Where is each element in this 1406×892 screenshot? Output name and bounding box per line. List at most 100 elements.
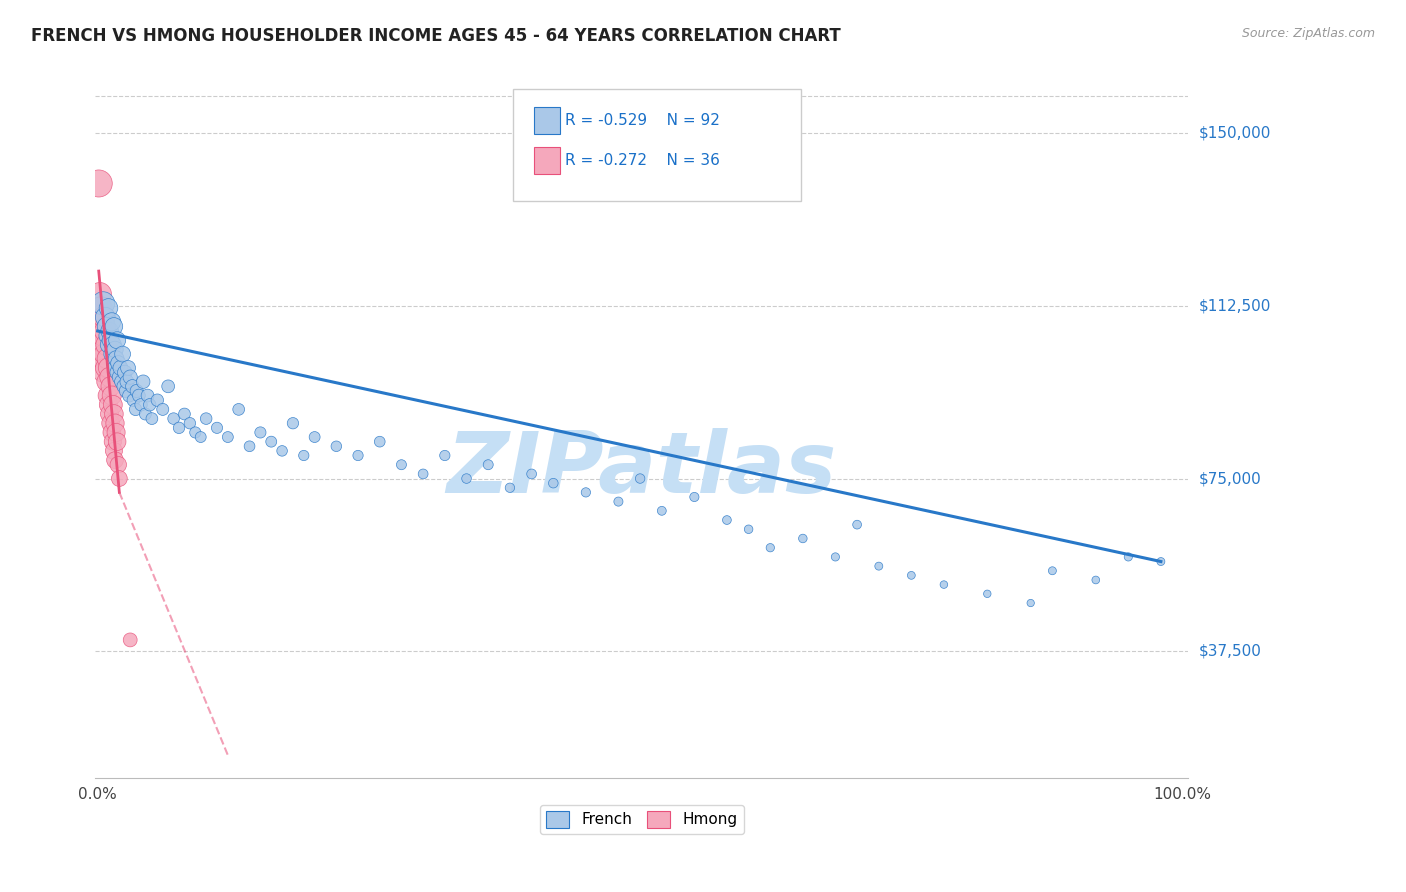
Point [134,407,156,421]
Text: $112,500: $112,500 [1199,298,1271,313]
Point [91,315,114,329]
Text: R = -0.272    N = 36: R = -0.272 N = 36 [565,153,720,168]
Point [91,351,114,366]
Point [433,449,456,463]
Point [477,458,499,472]
Point [105,425,128,440]
Point [104,453,127,467]
Point [190,430,212,444]
Point [110,375,132,389]
Point [107,356,129,370]
Point [249,425,271,440]
Point [205,421,228,435]
Point [499,481,522,495]
Point [122,393,145,408]
Point [87,177,110,191]
Point [412,467,434,481]
Point [97,338,120,352]
Point [93,310,115,325]
Point [117,360,139,375]
Point [124,402,146,417]
Point [932,577,955,591]
Point [100,388,122,402]
Point [104,343,127,357]
Point [100,425,122,440]
Point [118,388,141,402]
Point [96,338,118,352]
Point [195,411,218,425]
Point [260,434,283,449]
Point [146,393,169,408]
Point [94,360,117,375]
Point [111,347,134,361]
Point [115,384,138,398]
Point [228,402,250,417]
Point [900,568,922,582]
Point [97,301,120,315]
Point [107,458,129,472]
Point [89,287,111,301]
Point [91,328,114,343]
Point [129,398,152,412]
Point [98,324,121,338]
Point [108,370,131,384]
Point [976,587,998,601]
Point [91,296,114,310]
Point [108,471,131,485]
Text: R = -0.529    N = 92: R = -0.529 N = 92 [565,113,720,128]
Point [128,388,150,402]
Point [105,434,128,449]
Point [292,449,315,463]
Point [97,360,120,375]
Point [238,439,260,453]
Point [121,379,143,393]
Point [96,319,118,334]
Point [101,398,124,412]
Point [138,398,160,412]
Point [100,315,122,329]
Point [105,366,128,380]
Point [114,366,136,380]
Point [96,351,118,366]
Point [94,310,117,325]
Point [759,541,782,555]
Point [152,402,174,417]
Point [217,430,239,444]
Point [716,513,738,527]
Point [96,328,118,343]
Point [368,434,391,449]
Text: $75,000: $75,000 [1199,471,1261,486]
Point [98,407,121,421]
Text: Source: ZipAtlas.com: Source: ZipAtlas.com [1241,27,1375,40]
Point [651,504,673,518]
Point [1040,564,1063,578]
Text: ZIPatlas: ZIPatlas [447,428,837,511]
Point [101,434,124,449]
Point [103,356,125,370]
Point [281,416,304,430]
Point [456,471,478,485]
Point [89,319,111,334]
Legend: French, Hmong: French, Hmong [540,805,744,834]
Point [100,333,122,347]
Point [520,467,543,481]
Point [607,494,630,508]
Point [101,338,124,352]
Point [792,532,814,546]
Point [824,549,846,564]
Point [120,370,142,384]
Point [1118,549,1140,564]
Point [125,384,148,398]
Point [1150,555,1173,569]
Point [104,416,127,430]
Point [91,366,114,380]
Point [173,407,195,421]
Point [347,449,370,463]
Point [120,632,142,647]
Point [141,411,163,425]
Point [100,379,122,393]
Text: $150,000: $150,000 [1199,125,1271,140]
Point [100,347,122,361]
Point [683,490,706,504]
Point [105,333,128,347]
